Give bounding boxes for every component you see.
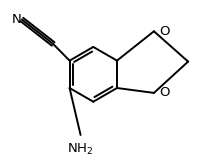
Text: O: O <box>159 86 169 99</box>
Text: O: O <box>159 25 169 38</box>
Text: N: N <box>12 13 22 26</box>
Text: NH$_2$: NH$_2$ <box>67 142 94 157</box>
